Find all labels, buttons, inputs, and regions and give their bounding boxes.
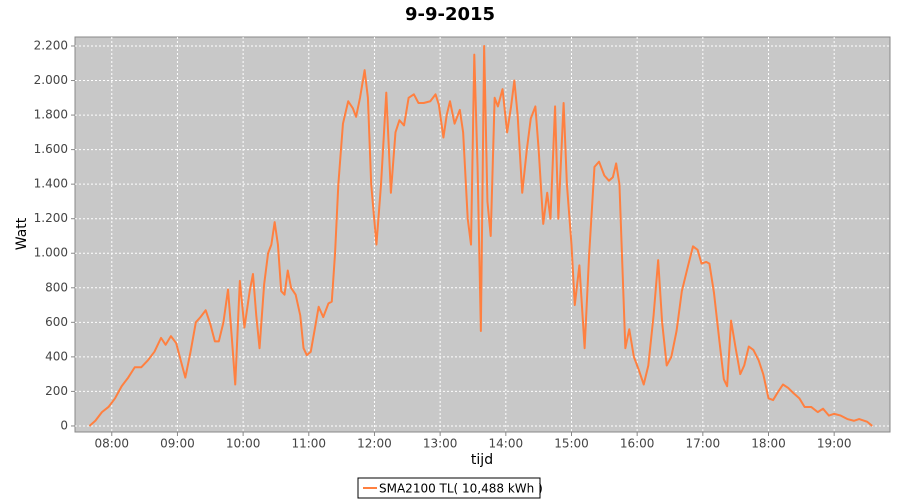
- y-tick-label: 2.200: [34, 38, 68, 52]
- x-tick-label: 19:00: [817, 437, 852, 451]
- x-tick-label: 17:00: [686, 437, 721, 451]
- x-tick-label: 18:00: [751, 437, 786, 451]
- x-tick-label: 16:00: [620, 437, 655, 451]
- y-tick-label: 1.600: [34, 142, 68, 156]
- x-tick-label: 13:00: [423, 437, 458, 451]
- x-tick-label: 12:00: [357, 437, 392, 451]
- y-axis-label: Watt: [14, 217, 30, 250]
- x-axis-label: tijd: [471, 452, 493, 468]
- legend: [357, 477, 541, 499]
- y-tick-label: 2.000: [34, 73, 68, 87]
- x-tick-label: 11:00: [291, 437, 326, 451]
- y-tick-label: 200: [45, 384, 68, 398]
- y-tick-label: 0: [60, 418, 68, 432]
- x-tick-label: 10:00: [226, 437, 261, 451]
- x-tick-label: 08:00: [94, 437, 129, 451]
- series-line: [88, 44, 873, 427]
- y-tick-label: 600: [45, 315, 68, 329]
- legend-label: SMA2100 TL( 10,488 kWh ): [379, 482, 543, 496]
- chart-title: 9-9-2015: [405, 4, 495, 25]
- x-tick-label: 15:00: [554, 437, 589, 451]
- y-tick-label: 1.800: [34, 108, 68, 122]
- y-tick-label: 1.400: [34, 177, 68, 191]
- x-tick-label: 14:00: [489, 437, 524, 451]
- x-tick-label: 09:00: [160, 437, 195, 451]
- y-tick-label: 800: [45, 280, 68, 294]
- y-tick-label: 1.200: [34, 211, 68, 225]
- y-tick-label: 400: [45, 349, 68, 363]
- y-tick-label: 1.000: [34, 246, 68, 260]
